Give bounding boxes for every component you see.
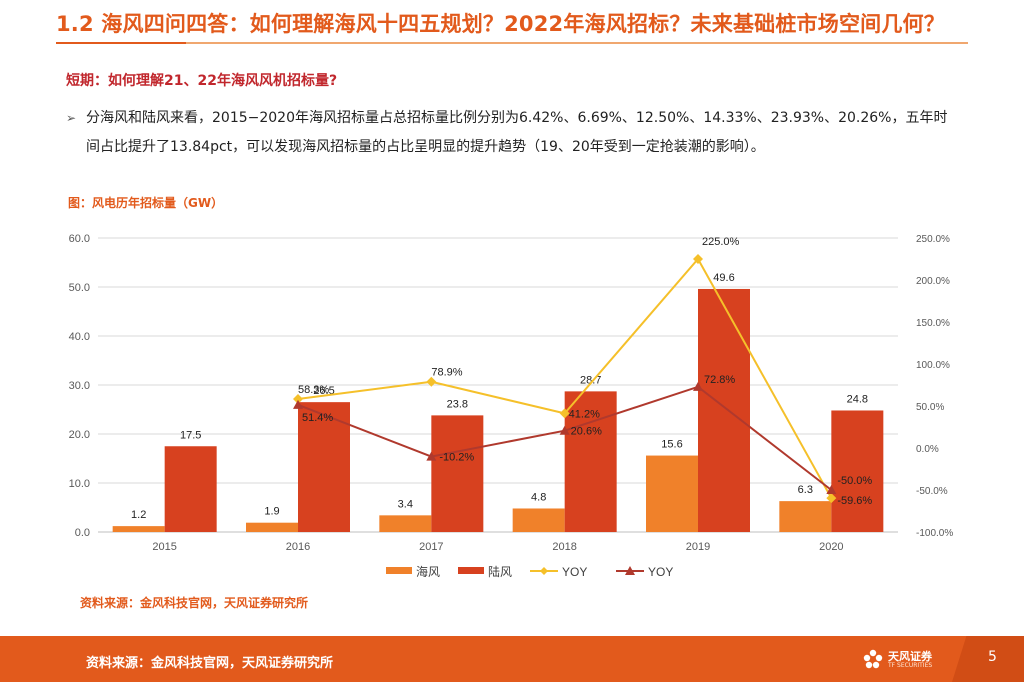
legend-swatch (386, 567, 412, 574)
bar-offshore (112, 526, 165, 532)
y-right-tick-label: 150.0% (916, 318, 950, 329)
bar-data-label: 1.9 (264, 506, 279, 518)
legend-marker-diamond (540, 567, 548, 575)
page-number: 5 (988, 649, 997, 665)
bar-data-label: 24.8 (847, 393, 868, 405)
bar-onshore (164, 446, 217, 532)
bar-onshore (431, 415, 484, 532)
footer-bar: 资料来源：金风科技官网，天风证券研究所 天风证券 TF SECURITIES 5 (0, 636, 1024, 682)
logo-text: 天风证券 (888, 650, 932, 663)
figure-title: 图：风电历年招标量（GW） (68, 196, 224, 210)
yoy-marker-triangle (293, 399, 303, 409)
footer-source: 资料来源：金风科技官网，天风证券研究所 (86, 656, 334, 671)
y-right-tick-label: 0.0% (916, 444, 939, 455)
bar-data-label: 49.6 (713, 272, 734, 284)
y-right-tick-label: -100.0% (916, 528, 953, 539)
yoy-marker-triangle (826, 485, 837, 494)
yoy-marker-triangle (559, 425, 570, 435)
yoy-data-label: -10.2% (439, 452, 474, 464)
legend-swatch (458, 567, 484, 574)
y-right-tick-label: 100.0% (916, 360, 950, 371)
logo-subtext: TF SECURITIES (888, 662, 933, 669)
bar-data-label: 1.2 (131, 509, 146, 521)
bullet-text: 分海风和陆风来看，2015−2020年海风招标量占总招标量比例分别为6.42%、… (86, 110, 948, 155)
bar-offshore (646, 455, 698, 532)
legend-marker-triangle (625, 566, 635, 575)
bar-offshore (379, 515, 432, 532)
company-logo: 天风证券 TF SECURITIES (862, 646, 942, 674)
bar-data-label: 17.5 (180, 429, 201, 441)
y-left-tick-label: 60.0 (69, 233, 90, 245)
bullet-arrow-icon: ➢ (66, 111, 77, 125)
logo-flower-icon (863, 649, 883, 669)
page-title: 1.2 海风四问四答：如何理解海风十四五规划？2022年海风招标？未来基础桩市场… (56, 12, 945, 36)
y-left-tick-label: 10.0 (69, 478, 90, 490)
legend-label: YOY (562, 565, 587, 579)
yoy-marker-diamond (293, 394, 303, 405)
bar-onshore (564, 391, 617, 532)
yoy-marker-diamond (826, 493, 837, 504)
figure-source: 资料来源：金风科技官网，天风证券研究所 (80, 596, 309, 610)
y-right-tick-label: 50.0% (916, 402, 944, 413)
yoy-data-label: 20.6% (571, 426, 602, 438)
yoy-marker-diamond (426, 376, 437, 387)
x-tick-label: 2019 (686, 541, 710, 553)
y-left-tick-label: 50.0 (69, 282, 90, 294)
yoy-marker-diamond (559, 408, 570, 419)
yoy-data-label: 51.4% (302, 412, 333, 424)
section-subheading: 短期：如何理解21、22年海风风机招标量? (66, 73, 338, 89)
yoy-marker-diamond (693, 254, 703, 264)
y-left-tick-label: 40.0 (69, 331, 90, 343)
bar-data-label: 4.8 (531, 491, 546, 503)
x-tick-label: 2016 (286, 541, 310, 553)
yoy-marker-triangle (693, 381, 703, 391)
yoy-data-label: 225.0% (702, 236, 740, 248)
yoy-data-label: 72.8% (704, 374, 735, 386)
yoy-marker-triangle (426, 451, 437, 461)
y-right-tick-label: -50.0% (916, 486, 948, 497)
y-right-tick-label: 250.0% (916, 234, 950, 245)
x-tick-label: 2018 (552, 541, 576, 553)
y-left-tick-label: 0.0 (75, 527, 90, 539)
yoy-data-label: 41.2% (569, 408, 600, 420)
bar-data-label: 3.4 (398, 498, 413, 510)
bar-data-label: 23.8 (447, 398, 468, 410)
y-left-tick-label: 20.0 (69, 429, 90, 441)
yoy-data-label: 78.9% (431, 367, 462, 379)
bar-offshore (512, 508, 565, 532)
footer-decoration (952, 636, 1024, 682)
title-underline (56, 42, 968, 44)
bar-data-label: 6.3 (798, 484, 813, 496)
bar-data-label: 15.6 (661, 439, 682, 451)
tender-volume-chart: 0.0 10.0 20.0 30.0 40.0 50.0 60.0 -100.0% -50.0%… (69, 233, 954, 579)
yoy-line-offshore (297, 257, 833, 499)
y-left-tick-label: 30.0 (69, 380, 90, 392)
bar-offshore (779, 501, 832, 532)
y-right-tick-label: 200.0% (916, 276, 950, 287)
bar-offshore (246, 522, 298, 532)
bar-onshore (831, 410, 884, 532)
yoy-data-label: -50.0% (837, 475, 872, 487)
yoy-data-label: 58.3% (298, 384, 329, 396)
yoy-line-onshore (297, 385, 832, 491)
bar-onshore (298, 402, 350, 532)
legend-label: 陆风 (488, 564, 512, 579)
bar-onshore (698, 288, 750, 532)
x-tick-label: 2020 (819, 541, 843, 553)
title-underline-accent (56, 42, 186, 44)
legend-label: 海风 (416, 564, 440, 579)
x-tick-label: 2015 (152, 541, 176, 553)
yoy-data-label: -59.6% (837, 495, 872, 507)
x-tick-label: 2017 (419, 541, 443, 553)
bullet-paragraph: ➢ 分海风和陆风来看，2015−2020年海风招标量占总招标量比例分别为6.42… (66, 104, 948, 162)
legend-label: YOY (648, 565, 673, 579)
